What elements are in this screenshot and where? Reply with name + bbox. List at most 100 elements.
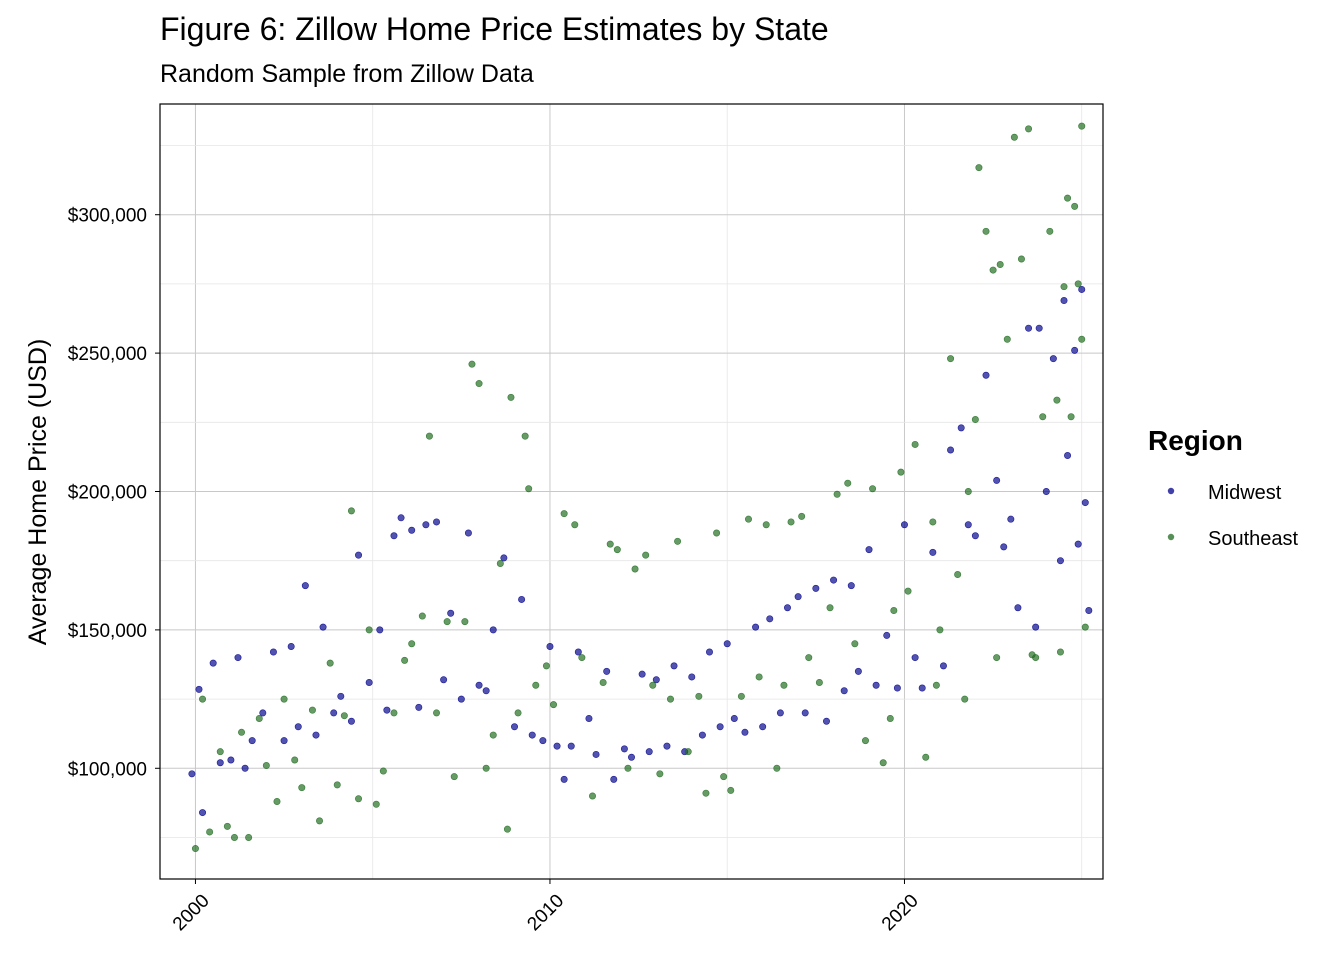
point-midwest: [489, 626, 497, 634]
point-midwest: [227, 756, 235, 764]
point-midwest: [893, 684, 901, 692]
point-southeast: [787, 518, 795, 526]
point-midwest: [294, 723, 302, 731]
point-southeast: [702, 789, 710, 797]
point-midwest: [812, 584, 820, 592]
point-southeast: [773, 764, 781, 772]
point-southeast: [468, 360, 476, 368]
y-tick-label: $100,000: [68, 759, 147, 780]
point-southeast: [206, 828, 214, 836]
point-southeast: [355, 795, 363, 803]
legend-label-southeast: Southeast: [1208, 528, 1299, 550]
point-southeast: [347, 507, 355, 515]
point-midwest: [188, 770, 196, 778]
point-midwest: [911, 654, 919, 662]
point-midwest: [716, 723, 724, 731]
point-midwest: [482, 687, 490, 695]
point-midwest: [766, 615, 774, 623]
point-southeast: [1003, 335, 1011, 343]
point-midwest: [457, 695, 465, 703]
point-southeast: [989, 266, 997, 274]
point-southeast: [461, 618, 469, 626]
point-southeast: [1078, 335, 1086, 343]
point-midwest: [195, 685, 203, 693]
legend-label-midwest: Midwest: [1208, 482, 1282, 504]
point-southeast: [996, 261, 1004, 269]
y-axis: $100,000 $150,000 $200,000 $250,000 $300,000: [68, 206, 160, 780]
point-southeast: [975, 164, 983, 172]
point-southeast: [713, 529, 721, 537]
point-midwest: [390, 532, 398, 540]
point-southeast: [947, 355, 955, 363]
chart-subtitle: Random Sample from Zillow Data: [160, 60, 534, 88]
point-midwest: [475, 681, 483, 689]
point-southeast: [666, 695, 674, 703]
point-midwest: [422, 521, 430, 529]
point-midwest: [993, 476, 1001, 484]
point-midwest: [1049, 355, 1057, 363]
point-southeast: [298, 784, 306, 792]
point-southeast: [482, 764, 490, 772]
point-midwest: [918, 684, 926, 692]
point-midwest: [783, 604, 791, 612]
legend-key-midwest: [1167, 487, 1175, 495]
point-southeast: [1010, 133, 1018, 141]
point-southeast: [993, 654, 1001, 662]
point-midwest: [670, 662, 678, 670]
chart-title: Figure 6: Zillow Home Price Estimates by…: [160, 11, 829, 47]
point-midwest: [464, 529, 472, 537]
point-southeast: [408, 640, 416, 648]
point-midwest: [627, 753, 635, 761]
point-midwest: [939, 662, 947, 670]
point-southeast: [886, 714, 894, 722]
point-southeast: [443, 618, 451, 626]
point-southeast: [656, 770, 664, 778]
legend-key-southeast: [1167, 533, 1175, 541]
point-midwest: [1060, 297, 1068, 305]
point-midwest: [560, 775, 568, 783]
point-midwest: [553, 742, 561, 750]
point-southeast: [936, 626, 944, 634]
point-midwest: [603, 667, 611, 675]
point-southeast: [649, 681, 657, 689]
point-southeast: [316, 817, 324, 825]
legend-title: Region: [1148, 425, 1243, 456]
point-midwest: [511, 723, 519, 731]
point-southeast: [1028, 651, 1036, 659]
point-southeast: [571, 521, 579, 529]
point-midwest: [883, 631, 891, 639]
point-southeast: [904, 587, 912, 595]
point-southeast: [737, 692, 745, 700]
y-tick-label: $300,000: [68, 206, 147, 227]
point-southeast: [929, 518, 937, 526]
point-southeast: [1056, 648, 1064, 656]
point-southeast: [684, 748, 692, 756]
point-midwest: [330, 709, 338, 717]
x-tick-label: 2010: [523, 890, 568, 935]
data-points: [188, 122, 1093, 853]
point-midwest: [216, 759, 224, 767]
point-southeast: [1025, 125, 1033, 133]
point-midwest: [408, 526, 416, 534]
point-midwest: [1007, 515, 1015, 523]
point-southeast: [280, 695, 288, 703]
point-southeast: [755, 673, 763, 681]
point-southeast: [1053, 396, 1061, 404]
point-southeast: [308, 706, 316, 714]
point-southeast: [365, 626, 373, 634]
point-southeast: [542, 662, 550, 670]
point-southeast: [780, 681, 788, 689]
point-southeast: [273, 797, 281, 805]
point-midwest: [854, 667, 862, 675]
point-midwest: [518, 595, 526, 603]
point-midwest: [1085, 607, 1093, 615]
y-tick-label: $200,000: [68, 483, 147, 504]
point-midwest: [440, 676, 448, 684]
y-axis-title: Average Home Price (USD): [24, 339, 52, 646]
x-tick-label: 2020: [878, 890, 923, 935]
point-southeast: [624, 764, 632, 772]
point-southeast: [720, 773, 728, 781]
point-southeast: [507, 393, 515, 401]
point-southeast: [805, 654, 813, 662]
